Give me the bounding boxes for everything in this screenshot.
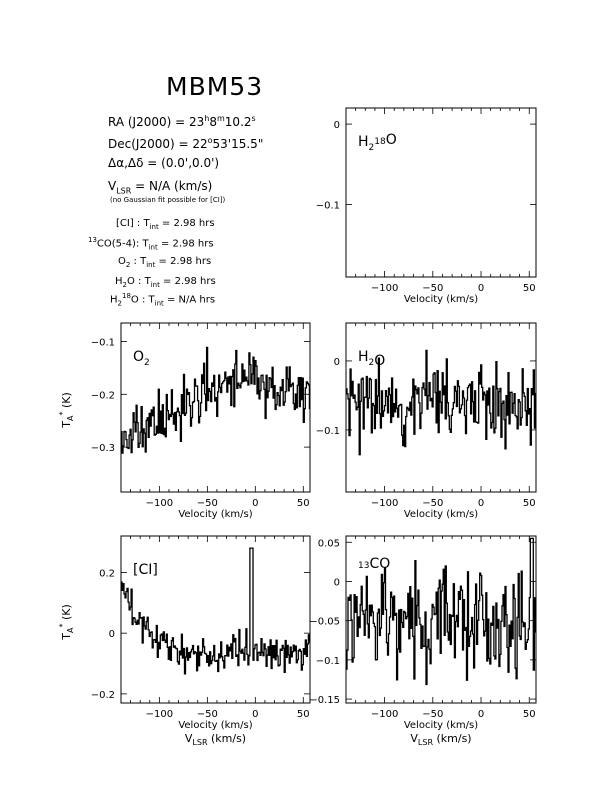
o2-ytick-label: −0.3 [91, 443, 115, 454]
ci-frame [120, 535, 311, 704]
co13-ytick-label: −0.15 [309, 695, 340, 706]
ci-xlabel: Velocity (km/s) [178, 720, 252, 731]
ci-ytick-label: 0 [109, 629, 115, 640]
h218o-xtick-label: 0 [478, 283, 484, 294]
h218o-xtick-label: −100 [371, 283, 398, 294]
co13-xtick-label: −100 [371, 709, 398, 720]
y-axis-label: TA* (K) [58, 604, 75, 641]
ci-ytick-label: 0.2 [99, 568, 115, 579]
tint-o2: O2 : Tint = 2.98 hrs [118, 256, 212, 269]
h2o-xlabel: Velocity (km/s) [404, 509, 478, 520]
h2o-ytick-label: −0.1 [316, 426, 340, 437]
ci-xtick-label: 0 [252, 709, 258, 720]
page-title: MBM53 [166, 72, 264, 101]
o2-frame [120, 322, 311, 493]
h2o-xtick-label: 50 [523, 498, 536, 509]
y-axis-label: TA* (K) [58, 392, 75, 429]
h218o-line-label: H218O [358, 132, 397, 153]
h2o-ytick-label: 0 [334, 357, 340, 368]
h2o-xtick-label: −100 [371, 498, 398, 509]
co13-spectrum [346, 537, 537, 686]
o2-ytick-label: −0.1 [91, 337, 115, 348]
ci-xtick-label: −50 [197, 709, 218, 720]
h218o-ytick-label: 0 [334, 120, 340, 131]
co13-xlabel: Velocity (km/s) [404, 720, 478, 731]
tint-13co: 13CO(5-4): Tint = 2.98 hrs [88, 236, 214, 252]
h2o-line-label: H2O [358, 349, 385, 369]
co13-ytick-label: 0 [334, 577, 340, 588]
o2-line-label: O2 [133, 349, 150, 368]
o2-xtick-label: 0 [252, 498, 258, 509]
ci-xtick-label: 50 [297, 709, 310, 720]
offset-line: Δα,Δδ = (0.0',0.0') [108, 156, 220, 170]
co13-ytick-label: 0.05 [318, 538, 340, 549]
o2-xtick-label: 50 [297, 498, 310, 509]
co13-xtick-label: −50 [422, 709, 443, 720]
co13-xtick-label: 0 [478, 709, 484, 720]
tint-h218o: H218O : Tint = N/A hrs [110, 292, 216, 308]
ci-xtick-label: −100 [146, 709, 173, 720]
dec-line: Dec(J2000) = 22o53'15.5" [108, 136, 264, 151]
h218o-xtick-label: −50 [422, 283, 443, 294]
h2o-xtick-label: −50 [422, 498, 443, 509]
o2-xtick-label: −50 [197, 498, 218, 509]
h2o-xtick-label: 0 [478, 498, 484, 509]
ci-spectrum [121, 547, 311, 675]
vlsr-axis-label: VLSR (km/s) [185, 732, 246, 747]
o2-ytick-label: −0.2 [91, 390, 115, 401]
tint-ci: [CI] : Tint = 2.98 hrs [116, 218, 215, 231]
fit-note: (no Gaussian fit possible for [CI]) [110, 196, 226, 204]
co13-xtick-label: 50 [523, 709, 536, 720]
vlsr-axis-label: VLSR (km/s) [410, 732, 471, 747]
co13-ytick-label: −0.1 [316, 656, 340, 667]
ra-line: RA (J2000) = 23h8m10.2s [108, 114, 256, 129]
tint-h2o: H2O : Tint = 2.98 hrs [115, 276, 216, 289]
h218o-ytick-label: −0.1 [316, 201, 340, 212]
ci-ytick-label: −0.2 [91, 690, 115, 701]
ci-line-label: [CI] [133, 562, 158, 578]
h218o-xtick-label: 50 [523, 283, 536, 294]
h2o-spectrum [346, 349, 537, 456]
co13-ytick-label: −0.05 [309, 617, 340, 628]
h218o-frame [345, 107, 537, 278]
o2-xlabel: Velocity (km/s) [178, 509, 252, 520]
h218o-xlabel: Velocity (km/s) [404, 294, 478, 305]
vlsr-line: VLSR = N/A (km/s) [108, 179, 213, 196]
o2-xtick-label: −100 [146, 498, 173, 509]
o2-spectrum [121, 346, 311, 454]
